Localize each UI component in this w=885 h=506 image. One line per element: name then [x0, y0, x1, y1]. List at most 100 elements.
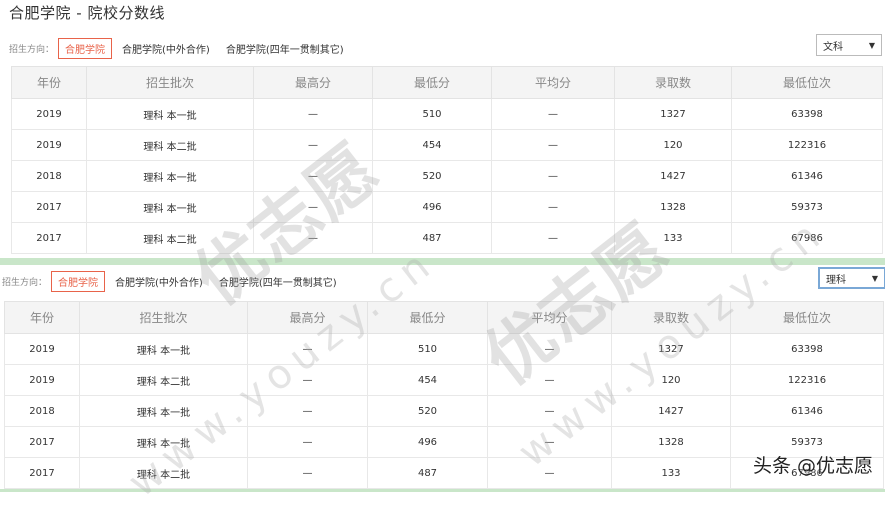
cell-year: 2017: [4, 426, 80, 458]
header-min-score: 最低分: [367, 301, 488, 334]
cell-min-score: 454: [367, 364, 488, 396]
cell-min-score: 520: [367, 395, 488, 427]
cell-min-rank: 63398: [731, 98, 883, 130]
chevron-down-icon: ▼: [868, 40, 875, 50]
table-row: 2017 理科 本二批 — 487 — 133 67986: [11, 222, 883, 254]
header-avg-score: 平均分: [487, 301, 612, 334]
cell-max-score: —: [247, 457, 368, 489]
cell-min-rank: 122316: [730, 364, 884, 396]
filter-option-sino-foreign[interactable]: 合肥学院(中外合作): [115, 277, 203, 289]
cell-min-rank: 61346: [731, 160, 883, 192]
cell-year: 2019: [11, 129, 87, 161]
cell-min-rank: 67986: [731, 222, 883, 254]
cell-min-score: 496: [372, 191, 492, 223]
bottom-band: [0, 489, 885, 492]
table-row: 2017 理科 本一批 — 496 — 1328 59373: [11, 191, 883, 223]
cell-avg-score: —: [487, 395, 612, 427]
cell-min-score: 496: [367, 426, 488, 458]
cell-batch: 理科 本一批: [79, 426, 248, 458]
filter-option-four-year[interactable]: 合肥学院(四年一贯制其它): [218, 277, 337, 289]
cell-year: 2017: [11, 222, 87, 254]
cell-min-rank: 59373: [731, 191, 883, 223]
cell-max-score: —: [253, 222, 373, 254]
cell-admitted: 1328: [611, 426, 731, 458]
header-min-rank: 最低位次: [731, 66, 883, 99]
table-row: 2019 理科 本一批 — 510 — 1327 63398: [4, 333, 884, 365]
filter-row-bottom: 招生方向： 合肥学院 合肥学院(中外合作) 合肥学院(四年一贯制其它): [2, 270, 347, 292]
filter-label: 招生方向：: [9, 44, 55, 55]
cell-batch: 理科 本二批: [86, 222, 254, 254]
header-avg-score: 平均分: [491, 66, 615, 99]
cell-batch: 理科 本一批: [86, 191, 254, 223]
filter-option-sino-foreign[interactable]: 合肥学院(中外合作): [122, 44, 210, 56]
cell-batch: 理科 本一批: [79, 395, 248, 427]
header-year: 年份: [4, 301, 80, 334]
header-min-rank: 最低位次: [730, 301, 884, 334]
section-divider: [0, 258, 885, 265]
cell-min-score: 487: [372, 222, 492, 254]
cell-avg-score: —: [491, 191, 615, 223]
cell-batch: 理科 本一批: [86, 160, 254, 192]
filter-label: 招生方向：: [2, 277, 48, 288]
table-row: 2019 理科 本一批 — 510 — 1327 63398: [11, 98, 883, 130]
cell-avg-score: —: [487, 457, 612, 489]
cell-year: 2019: [11, 98, 87, 130]
cell-admitted: 120: [611, 364, 731, 396]
cell-avg-score: —: [491, 222, 615, 254]
filter-option-four-year[interactable]: 合肥学院(四年一贯制其它): [225, 44, 344, 56]
cell-min-rank: 122316: [731, 129, 883, 161]
subject-select-value: 文科: [823, 41, 843, 53]
cell-batch: 理科 本一批: [79, 333, 248, 365]
cell-min-rank: 59373: [730, 426, 884, 458]
score-table-bottom: 年份 招生批次 最高分 最低分 平均分 录取数 最低位次 2019 理科 本一批…: [4, 301, 884, 489]
cell-min-score: 510: [372, 98, 492, 130]
header-min-score: 最低分: [372, 66, 492, 99]
cell-avg-score: —: [491, 129, 615, 161]
cell-avg-score: —: [487, 333, 612, 365]
filter-option-hefei[interactable]: 合肥学院: [58, 37, 113, 59]
cell-min-score: 510: [367, 333, 488, 365]
cell-admitted: 133: [611, 457, 731, 489]
subject-select-top[interactable]: 文科 ▼: [816, 34, 882, 56]
cell-min-score: 454: [372, 129, 492, 161]
table-row: 2019 理科 本二批 — 454 — 120 122316: [11, 129, 883, 161]
cell-batch: 理科 本二批: [79, 364, 248, 396]
cell-year: 2017: [4, 457, 80, 489]
cell-admitted: 1328: [614, 191, 732, 223]
cell-max-score: —: [253, 160, 373, 192]
cell-max-score: —: [247, 364, 368, 396]
header-year: 年份: [11, 66, 87, 99]
filter-option-hefei[interactable]: 合肥学院: [51, 270, 106, 292]
cell-year: 2018: [11, 160, 87, 192]
subject-select-value: 理科: [826, 274, 846, 286]
cell-admitted: 1427: [611, 395, 731, 427]
cell-min-score: 487: [367, 457, 488, 489]
subject-select-bottom[interactable]: 理科 ▼: [818, 267, 885, 289]
header-batch: 招生批次: [79, 301, 248, 334]
cell-max-score: —: [253, 98, 373, 130]
cell-max-score: —: [253, 191, 373, 223]
chevron-down-icon: ▼: [871, 273, 878, 283]
header-admitted: 录取数: [614, 66, 732, 99]
cell-admitted: 120: [614, 129, 732, 161]
page-title: 合肥学院 - 院校分数线: [9, 4, 165, 22]
cell-avg-score: —: [487, 426, 612, 458]
table-header-row: 年份 招生批次 最高分 最低分 平均分 录取数 最低位次: [4, 301, 884, 334]
cell-min-score: 520: [372, 160, 492, 192]
cell-min-rank: 63398: [730, 333, 884, 365]
cell-avg-score: —: [491, 160, 615, 192]
table-row: 2017 理科 本二批 — 487 — 133 67986: [4, 457, 884, 489]
cell-max-score: —: [247, 395, 368, 427]
cell-avg-score: —: [487, 364, 612, 396]
cell-min-rank: 61346: [730, 395, 884, 427]
cell-avg-score: —: [491, 98, 615, 130]
score-table-top: 年份 招生批次 最高分 最低分 平均分 录取数 最低位次 2019 理科 本一批…: [11, 66, 883, 254]
cell-batch: 理科 本一批: [86, 98, 254, 130]
table-row: 2019 理科 本二批 — 454 — 120 122316: [4, 364, 884, 396]
cell-min-rank: 67986: [730, 457, 884, 489]
cell-year: 2019: [4, 333, 80, 365]
cell-max-score: —: [253, 129, 373, 161]
filter-row-top: 招生方向： 合肥学院 合肥学院(中外合作) 合肥学院(四年一贯制其它): [9, 37, 354, 59]
cell-admitted: 1427: [614, 160, 732, 192]
cell-admitted: 133: [614, 222, 732, 254]
